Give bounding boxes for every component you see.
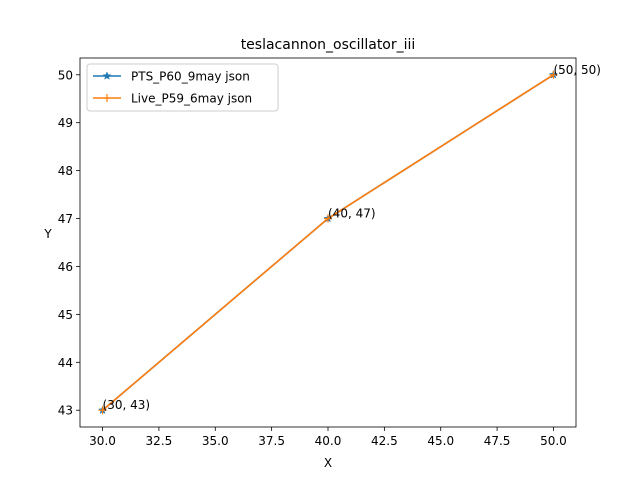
legend-marker	[103, 94, 111, 102]
x-tick-label: 37.5	[258, 434, 285, 448]
y-tick-label: 50	[58, 68, 73, 82]
y-tick-label: 44	[58, 356, 73, 370]
x-tick-label: 35.0	[202, 434, 229, 448]
point-annotation: (40, 47)	[328, 207, 376, 221]
annotation-layer: (30, 43) (40, 47) (50, 50)	[103, 63, 601, 412]
y-tick-label: 45	[58, 308, 73, 322]
y-tick-label: 43	[58, 404, 73, 418]
y-tick-label: 47	[58, 212, 73, 226]
legend-frame	[86, 63, 279, 112]
y-tick-label: 46	[58, 260, 73, 274]
point-annotation: (50, 50)	[553, 63, 601, 77]
point-annotation: (30, 43)	[103, 398, 151, 412]
series-layer	[98, 70, 558, 415]
chart-title: teslacannon_oscillator_iii	[241, 37, 416, 53]
series-2-point	[324, 214, 332, 223]
y-tick-label: 48	[58, 164, 73, 178]
x-tick-label: 40.0	[315, 434, 342, 448]
x-tick-label: 45.0	[427, 434, 454, 448]
x-tick-label: 47.5	[484, 434, 511, 448]
y-tick-label: 49	[58, 116, 73, 130]
x-tick-label: 50.0	[540, 434, 567, 448]
x-axis-ticks: 30.0 32.5 35.0 37.5 40.0 42.5 45.0 47.5 50.0	[89, 427, 567, 448]
plot-area	[80, 58, 576, 427]
legend: PTS_P60_9may json Live_P59_6may json	[86, 63, 279, 112]
x-tick-label: 42.5	[371, 434, 398, 448]
y-axis-label: Y	[43, 227, 52, 241]
legend-marker	[102, 71, 112, 80]
x-tick-label: 30.0	[89, 434, 116, 448]
x-tick-label: 32.5	[146, 434, 173, 448]
series-2-point	[549, 70, 558, 79]
legend-label: Live_P59_6may json	[131, 92, 252, 106]
series-2-point	[98, 406, 107, 415]
legend-label: PTS_P60_9may json	[131, 70, 250, 84]
y-axis-ticks: 43 44 45 46 47 48 49 50	[58, 68, 80, 418]
x-axis-label: X	[324, 456, 332, 470]
